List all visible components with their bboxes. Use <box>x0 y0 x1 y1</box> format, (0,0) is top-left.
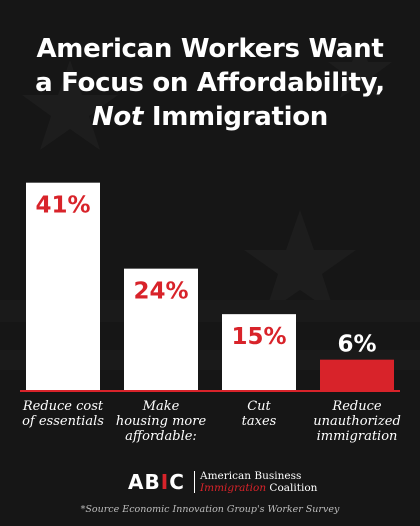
data-label-0: 41% <box>35 193 90 219</box>
torch-icon: I <box>160 470 170 494</box>
x-tick-label-3-line-0: Reduce <box>332 399 382 414</box>
x-tick-label-0-line-0: Reduce cost <box>22 399 104 414</box>
bar-3 <box>320 359 394 390</box>
x-tick-label-1-line-1: housing more <box>115 414 207 429</box>
title-line-2: a Focus on Affordability, <box>35 68 385 98</box>
logo-mark-ab: AB <box>128 470 161 494</box>
title-line-3-rest: Immigration <box>143 102 329 132</box>
x-tick-label-1-line-2: affordable: <box>125 429 197 444</box>
data-label-3: 6% <box>337 332 376 358</box>
logo-mark: ABIC <box>128 470 185 494</box>
data-label-2: 15% <box>231 324 286 350</box>
logo-wordmark: American Business Immigration Coalition <box>200 470 317 494</box>
data-label-1: 24% <box>133 279 188 305</box>
abic-logo: ABIC American Business Immigration Coali… <box>128 468 317 496</box>
x-tick-label-2: Cut taxes <box>204 399 314 429</box>
logo-mark-c: C <box>169 470 185 494</box>
logo-line-2-red: Immigration <box>200 482 267 494</box>
chart-title: American Workers Want a Focus on Afforda… <box>0 32 420 134</box>
title-line-1: American Workers Want <box>36 34 384 64</box>
x-tick-label-3: Reduce unauthorized immigration <box>302 399 412 444</box>
bar-2 <box>222 314 296 390</box>
x-tick-label-2-line-1: taxes <box>241 414 277 429</box>
x-tick-label-3-line-1: unauthorized <box>313 414 401 429</box>
x-tick-label-2-line-0: Cut <box>247 399 271 414</box>
x-tick-label-3-line-2: immigration <box>316 429 398 444</box>
logo-line-2-rest: Coalition <box>266 482 318 494</box>
bar-0 <box>26 182 100 390</box>
logo-divider <box>194 471 195 493</box>
x-tick-label-0: Reduce cost of essentials <box>8 399 118 429</box>
x-tick-label-1: Make housing more affordable: <box>106 399 216 444</box>
logo-line-2: Immigration Coalition <box>200 482 317 494</box>
logo-line-1: American Business <box>200 470 302 482</box>
bar-1 <box>124 268 198 390</box>
x-tick-label-0-line-1: of essentials <box>22 414 104 429</box>
x-tick-label-1-line-0: Make <box>142 399 180 414</box>
title-line-3: Not Immigration <box>0 100 420 134</box>
source-note: *Source Economic Innovation Group's Work… <box>80 504 340 515</box>
title-emphasis: Not <box>91 102 144 132</box>
